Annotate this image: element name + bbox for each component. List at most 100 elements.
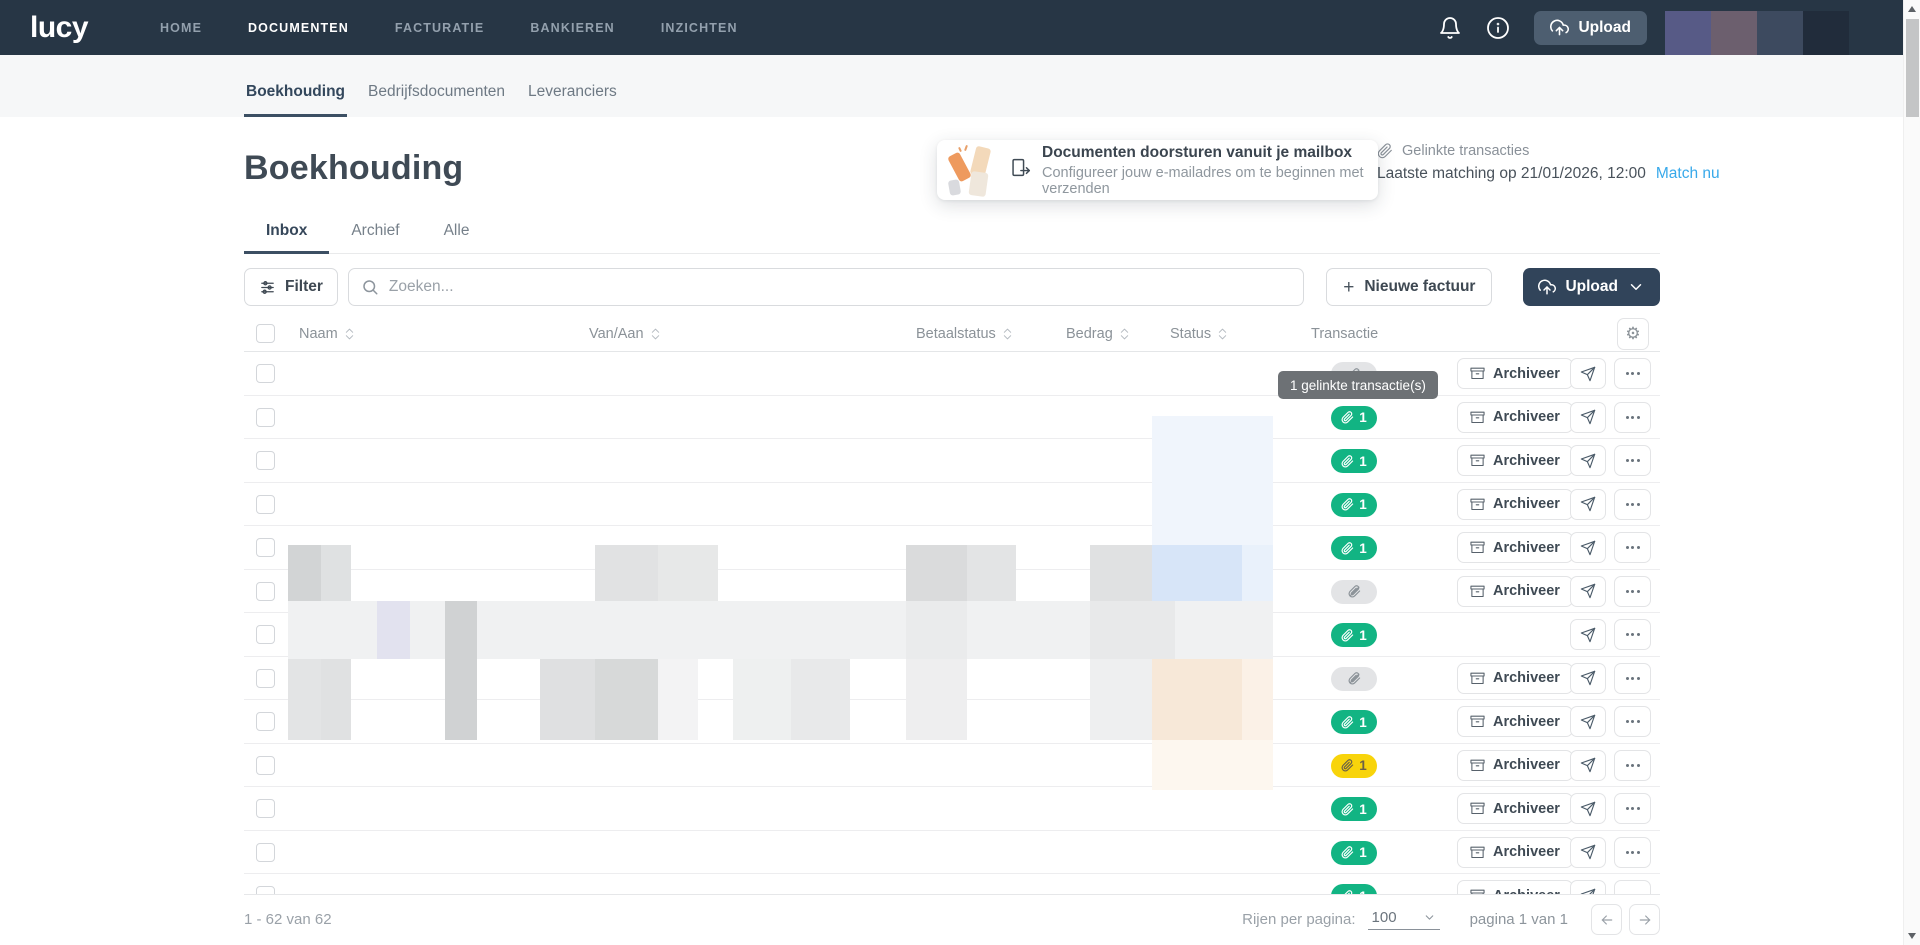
- send-button[interactable]: [1570, 836, 1606, 868]
- navbar-upload-button[interactable]: Upload: [1534, 10, 1647, 45]
- nav-item[interactable]: FACTURATIE: [394, 20, 485, 35]
- send-button[interactable]: [1570, 619, 1606, 650]
- table-row[interactable]: 1 Archiveer: [244, 483, 1660, 526]
- send-button[interactable]: [1570, 401, 1606, 433]
- row-checkbox[interactable]: [256, 712, 275, 731]
- info-icon[interactable]: [1486, 16, 1510, 40]
- table-row[interactable]: 1 Archiveer: [244, 787, 1660, 831]
- row-checkbox[interactable]: [256, 538, 275, 557]
- user-menu-redacted[interactable]: [1665, 11, 1849, 55]
- row-checkbox[interactable]: [256, 886, 275, 894]
- scrollbar-down-arrow[interactable]: [1908, 933, 1916, 939]
- notifications-bell-icon[interactable]: [1438, 16, 1462, 40]
- list-tab[interactable]: Alle: [443, 222, 470, 239]
- row-checkbox[interactable]: [256, 842, 275, 862]
- search-input[interactable]: [347, 268, 1305, 306]
- archive-button[interactable]: Archiveer: [1457, 836, 1573, 868]
- nav-item[interactable]: DOCUMENTEN: [248, 20, 349, 35]
- transaction-badge[interactable]: [1331, 579, 1377, 604]
- table-row[interactable]: 1: [244, 613, 1660, 657]
- send-button[interactable]: [1570, 706, 1606, 737]
- row-more-button[interactable]: [1614, 749, 1651, 781]
- row-more-button[interactable]: [1614, 619, 1651, 650]
- scrollbar-thumb[interactable]: [1906, 19, 1919, 117]
- transaction-badge[interactable]: 1: [1331, 405, 1377, 430]
- filter-button[interactable]: Filter: [244, 268, 338, 306]
- table-row[interactable]: Archiveer: [244, 657, 1660, 700]
- send-button[interactable]: [1570, 662, 1606, 694]
- transaction-badge[interactable]: 1: [1331, 536, 1377, 560]
- archive-button[interactable]: Archiveer: [1457, 662, 1573, 694]
- row-checkbox[interactable]: [256, 755, 275, 775]
- table-row[interactable]: Archiveer: [244, 352, 1660, 396]
- match-now-link[interactable]: Match nu: [1655, 165, 1720, 182]
- previous-page-button[interactable]: [1591, 904, 1622, 935]
- send-button[interactable]: [1570, 575, 1606, 607]
- table-row[interactable]: 1 Archiveer: [244, 526, 1660, 570]
- row-more-button[interactable]: [1614, 358, 1651, 389]
- table-row[interactable]: 1 Archiveer: [244, 439, 1660, 483]
- scrollbar[interactable]: [1903, 0, 1920, 945]
- row-more-button[interactable]: [1614, 575, 1651, 607]
- section-tab[interactable]: Bedrijfsdocumenten: [368, 82, 506, 100]
- row-more-button[interactable]: [1614, 532, 1651, 563]
- list-tab[interactable]: Archief: [351, 222, 400, 239]
- send-button[interactable]: [1570, 749, 1606, 781]
- column-header[interactable]: Bedrag: [1066, 316, 1130, 352]
- new-invoice-button[interactable]: + Nieuwe factuur: [1326, 268, 1493, 306]
- transaction-badge[interactable]: 1: [1331, 710, 1377, 734]
- row-more-button[interactable]: [1614, 706, 1651, 737]
- archive-button[interactable]: Archiveer: [1457, 445, 1573, 476]
- select-all-checkbox[interactable]: [256, 324, 275, 343]
- table-row[interactable]: 1 Archiveer: [244, 831, 1660, 874]
- row-more-button[interactable]: [1614, 445, 1651, 476]
- archive-button[interactable]: Archiveer: [1457, 488, 1573, 520]
- send-button[interactable]: [1570, 488, 1606, 520]
- archive-button[interactable]: Archiveer: [1457, 358, 1573, 389]
- column-header[interactable]: Transactie: [1311, 326, 1379, 342]
- transaction-badge[interactable]: 1: [1331, 840, 1377, 865]
- row-checkbox[interactable]: [256, 581, 275, 601]
- send-button[interactable]: [1570, 445, 1606, 476]
- table-row[interactable]: Archiveer: [244, 570, 1660, 613]
- nav-item[interactable]: INZICHTEN: [660, 20, 738, 35]
- section-tab[interactable]: Boekhouding: [244, 69, 348, 117]
- transaction-badge[interactable]: 1: [1331, 884, 1377, 894]
- row-more-button[interactable]: [1614, 793, 1651, 824]
- section-tab[interactable]: Leveranciers: [528, 82, 617, 100]
- transaction-badge[interactable]: 1: [1331, 797, 1377, 821]
- send-button[interactable]: [1570, 880, 1606, 894]
- archive-button[interactable]: Archiveer: [1457, 706, 1573, 737]
- row-more-button[interactable]: [1614, 488, 1651, 520]
- transaction-badge[interactable]: 1: [1331, 623, 1377, 647]
- column-header[interactable]: Van/Aan: [589, 316, 661, 352]
- table-settings-button[interactable]: ⚙: [1617, 318, 1649, 350]
- row-checkbox[interactable]: [256, 364, 275, 383]
- row-checkbox[interactable]: [256, 799, 275, 818]
- table-row[interactable]: 1 Archiveer: [244, 396, 1660, 439]
- scrollbar-up-arrow[interactable]: [1908, 6, 1916, 12]
- send-button[interactable]: [1570, 358, 1606, 389]
- archive-button[interactable]: Archiveer: [1457, 880, 1573, 894]
- next-page-button[interactable]: [1629, 904, 1660, 935]
- archive-button[interactable]: Archiveer: [1457, 749, 1573, 781]
- nav-item[interactable]: BANKIEREN: [530, 20, 615, 35]
- table-row[interactable]: 1 Archiveer: [244, 700, 1660, 744]
- column-header[interactable]: Naam: [299, 316, 355, 352]
- row-checkbox[interactable]: [256, 668, 275, 688]
- upload-dropdown-button[interactable]: Upload: [1523, 268, 1660, 306]
- row-checkbox[interactable]: [256, 625, 275, 644]
- logo[interactable]: lucy: [30, 10, 89, 44]
- row-more-button[interactable]: [1614, 836, 1651, 868]
- transaction-badge[interactable]: 1: [1331, 449, 1377, 473]
- row-checkbox[interactable]: [256, 451, 275, 470]
- column-header[interactable]: Status: [1170, 316, 1228, 352]
- table-row[interactable]: 1 Archiveer: [244, 744, 1660, 787]
- transaction-badge[interactable]: [1331, 666, 1377, 691]
- send-button[interactable]: [1570, 793, 1606, 824]
- row-checkbox[interactable]: [256, 407, 275, 427]
- archive-button[interactable]: Archiveer: [1457, 575, 1573, 607]
- row-more-button[interactable]: [1614, 880, 1651, 894]
- list-tab[interactable]: Inbox: [244, 222, 330, 254]
- transaction-badge[interactable]: 1: [1331, 492, 1377, 517]
